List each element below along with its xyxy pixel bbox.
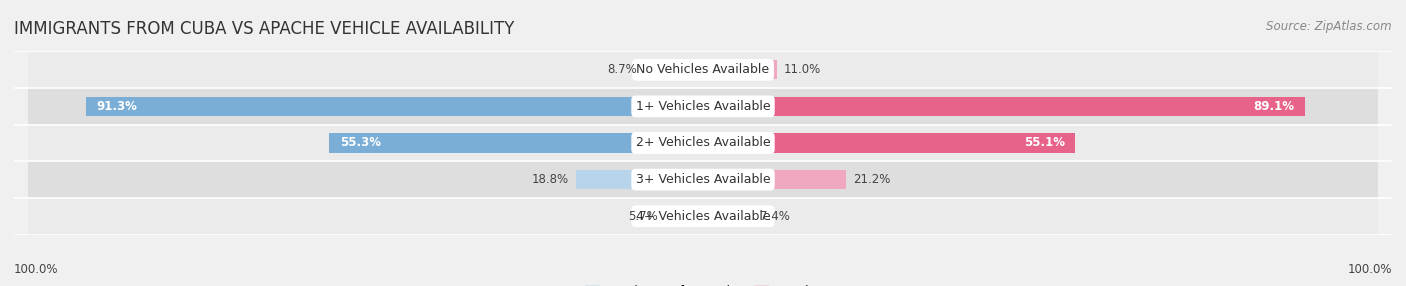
Text: 18.8%: 18.8%	[531, 173, 569, 186]
Bar	[644, 60, 703, 79]
Bar	[329, 134, 703, 152]
Bar	[703, 134, 1076, 152]
Text: 89.1%: 89.1%	[1254, 100, 1295, 113]
Text: 1+ Vehicles Available: 1+ Vehicles Available	[636, 100, 770, 113]
Text: IMMIGRANTS FROM CUBA VS APACHE VEHICLE AVAILABILITY: IMMIGRANTS FROM CUBA VS APACHE VEHICLE A…	[14, 20, 515, 38]
Bar	[703, 97, 1305, 116]
Text: Source: ZipAtlas.com: Source: ZipAtlas.com	[1267, 20, 1392, 33]
Bar	[703, 170, 846, 189]
Bar	[28, 51, 1378, 88]
Text: 8.7%: 8.7%	[607, 63, 637, 76]
Text: 2+ Vehicles Available: 2+ Vehicles Available	[636, 136, 770, 150]
Text: 100.0%: 100.0%	[14, 263, 59, 276]
Text: 55.3%: 55.3%	[340, 136, 381, 150]
Text: 11.0%: 11.0%	[785, 63, 821, 76]
Bar	[28, 125, 1378, 161]
Text: 55.1%: 55.1%	[1024, 136, 1064, 150]
Text: 4+ Vehicles Available: 4+ Vehicles Available	[636, 210, 770, 223]
Bar	[28, 88, 1378, 125]
Text: 7.4%: 7.4%	[759, 210, 790, 223]
Bar	[28, 198, 1378, 235]
Bar	[576, 170, 703, 189]
Legend: Immigrants from Cuba, Apache: Immigrants from Cuba, Apache	[585, 285, 821, 286]
Text: 3+ Vehicles Available: 3+ Vehicles Available	[636, 173, 770, 186]
Bar	[665, 207, 703, 226]
Text: 5.7%: 5.7%	[628, 210, 658, 223]
Bar	[28, 161, 1378, 198]
Text: No Vehicles Available: No Vehicles Available	[637, 63, 769, 76]
Bar	[703, 207, 754, 226]
Text: 100.0%: 100.0%	[1347, 263, 1392, 276]
Bar	[86, 97, 703, 116]
Text: 91.3%: 91.3%	[97, 100, 138, 113]
Bar	[703, 60, 778, 79]
Text: 21.2%: 21.2%	[853, 173, 890, 186]
